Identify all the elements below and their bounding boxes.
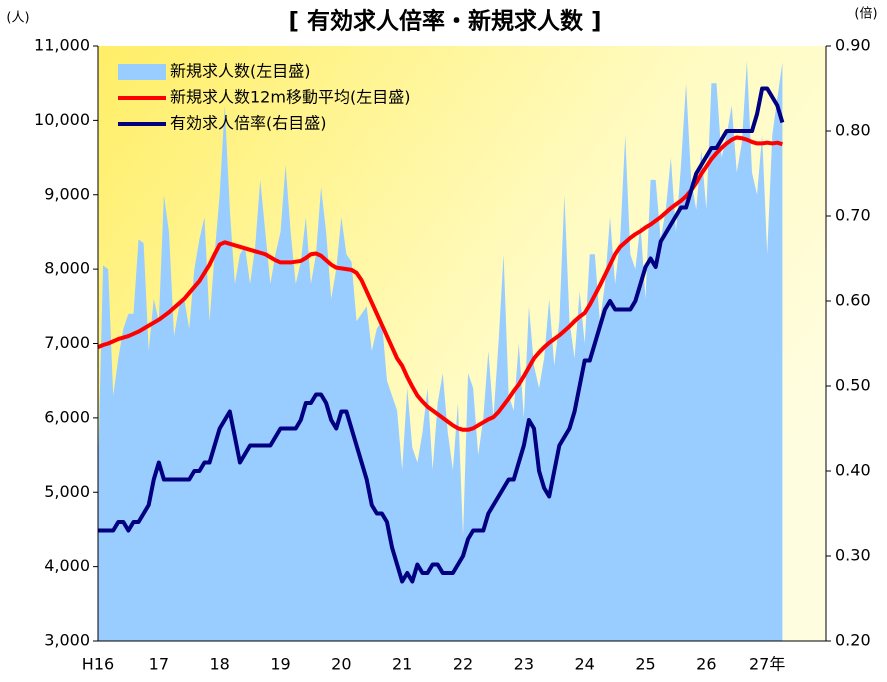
y2-tick-label: 0.20 xyxy=(835,631,871,650)
y2-axis-label: (倍) xyxy=(854,7,877,22)
y-tick-label: 4,000 xyxy=(44,556,90,575)
x-tick-label: 18 xyxy=(209,655,229,674)
y2-tick-label: 0.80 xyxy=(835,121,871,140)
y2-tick-label: 0.30 xyxy=(835,546,871,565)
chart-title: [ 有効求人倍率・新規求人数 ] xyxy=(288,8,601,35)
x-tick-label: H16 xyxy=(82,655,114,674)
x-tick-label: 17 xyxy=(149,655,169,674)
y2-tick-label: 0.70 xyxy=(835,206,871,225)
y-tick-label: 6,000 xyxy=(44,407,90,426)
y-tick-label: 3,000 xyxy=(44,631,90,650)
y2-tick-label: 0.90 xyxy=(835,36,871,55)
x-tick-label: 23 xyxy=(514,655,534,674)
y-tick-label: 11,000 xyxy=(34,36,90,55)
y-axis-label: (人) xyxy=(6,11,29,26)
legend-swatch xyxy=(118,64,166,80)
x-tick-label: 25 xyxy=(635,655,655,674)
y-tick-label: 7,000 xyxy=(44,333,90,352)
legend-label: 新規求人数12m移動平均(左目盛) xyxy=(170,88,410,107)
legend-label: 有効求人倍率(右目盛) xyxy=(170,114,327,133)
x-tick-label: 19 xyxy=(270,655,290,674)
y-tick-label: 5,000 xyxy=(44,482,90,501)
x-tick-label: 22 xyxy=(453,655,473,674)
x-tick-label: 21 xyxy=(392,655,412,674)
y-tick-label: 8,000 xyxy=(44,259,90,278)
x-tick-label: 27年 xyxy=(749,655,785,674)
legend-label: 新規求人数(左目盛) xyxy=(170,62,311,81)
y2-tick-label: 0.40 xyxy=(835,461,871,480)
area xyxy=(98,60,783,641)
line xyxy=(97,135,783,432)
y-tick-label: 10,000 xyxy=(34,110,90,129)
x-tick-label: 20 xyxy=(331,655,351,674)
x-tick-label: 24 xyxy=(575,655,595,674)
y2-tick-label: 0.50 xyxy=(835,376,871,395)
y-tick-label: 9,000 xyxy=(44,184,90,203)
x-tick-label: 26 xyxy=(696,655,716,674)
y2-tick-label: 0.60 xyxy=(835,291,871,310)
line xyxy=(98,86,785,584)
